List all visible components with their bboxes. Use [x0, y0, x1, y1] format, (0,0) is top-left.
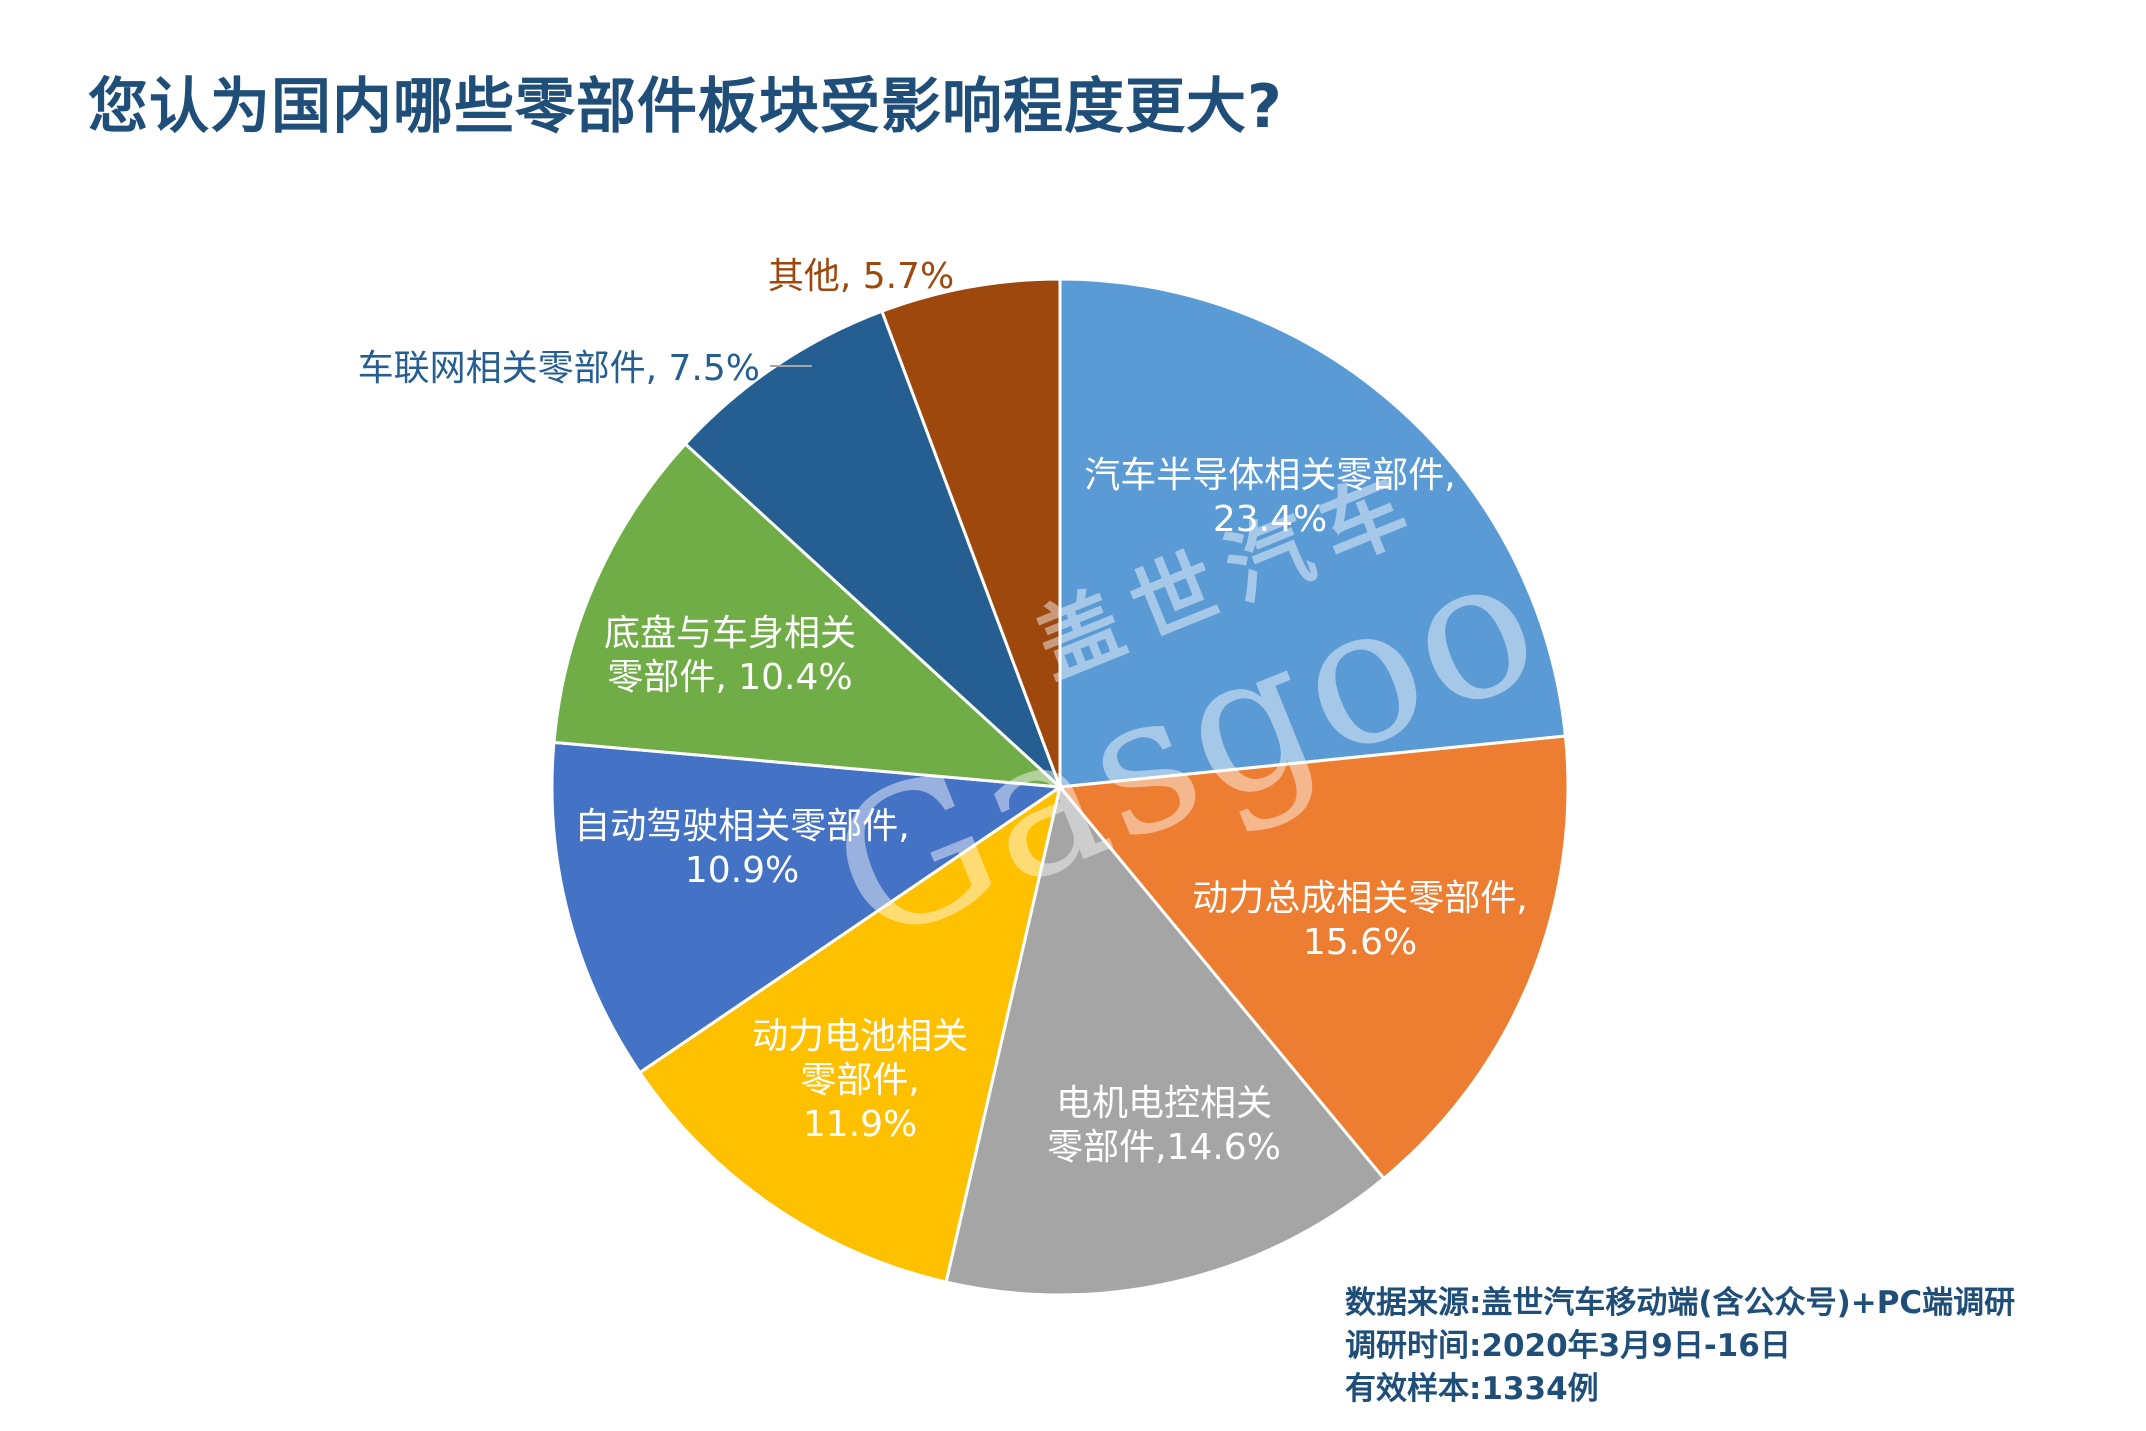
source-line-survey-time: 调研时间:2020年3月9日-16日: [1345, 1328, 1791, 1364]
chart-title: 您认为国内哪些零部件板块受影响程度更大?: [88, 72, 1283, 142]
source-line-sample-size: 有效样本:1334例: [1345, 1371, 1599, 1407]
pie-labels: 汽车半导体相关零部件, 23.4%动力总成相关零部件, 15.6%电机电控相关零部件…: [358, 256, 1528, 1168]
slice-label-2-line-1: 动力总成相关零部件,: [1192, 878, 1527, 919]
slice-label-8-line-1: 其他, 5.7%: [768, 256, 954, 297]
slice-label-5: 自动驾驶相关零部件, 10.9%: [574, 806, 909, 891]
slice-label-6: 底盘与车身相关零部件, 10.4%: [604, 613, 856, 698]
slice-label-3-line-1: 电机电控相关: [1056, 1083, 1272, 1124]
slice-label-1-line-2: 23.4%: [1213, 499, 1327, 540]
slice-label-5-line-2: 10.9%: [685, 850, 799, 891]
slice-label-1-line-1: 汽车半导体相关零部件,: [1084, 455, 1455, 496]
pie-slice-3: [944, 783, 1386, 1297]
slice-label-3: 电机电控相关零部件,14.6%: [1047, 1083, 1281, 1168]
pie-slices: [550, 277, 1570, 1297]
slice-label-6-line-1: 底盘与车身相关: [604, 613, 856, 654]
slice-label-3-line-2: 零部件,14.6%: [1047, 1127, 1281, 1168]
slice-label-7-line-1: 车联网相关零部件, 7.5%: [358, 348, 760, 389]
pie-slice-4: [637, 783, 1063, 1284]
slice-label-5-line-1: 自动驾驶相关零部件,: [574, 806, 909, 847]
source-line-data-origin: 数据来源:盖世汽车移动端(含公众号)+PC端调研: [1345, 1285, 2016, 1321]
slice-label-6-line-2: 零部件, 10.4%: [607, 657, 852, 698]
slice-label-1: 汽车半导体相关零部件, 23.4%: [1084, 455, 1455, 540]
slice-label-4-line-1: 动力电池相关: [752, 1016, 968, 1057]
pie-slice-6: [552, 441, 1065, 789]
slice-label-2-line-2: 15.6%: [1303, 922, 1417, 963]
slice-label-8: 其他, 5.7%: [768, 256, 954, 297]
pie-slice-2: [1057, 734, 1570, 1181]
pie-slice-5: [550, 740, 1065, 1075]
source-note: 数据来源:盖世汽车移动端(含公众号)+PC端调研 调研时间:2020年3月9日-…: [1345, 1282, 2015, 1411]
pie-slice-1: [1058, 277, 1568, 789]
slice-label-4: 动力电池相关零部件, 11.9%: [752, 1016, 968, 1145]
slice-label-4-line-2: 零部件,: [800, 1060, 919, 1101]
slice-label-4-line-3: 11.9%: [803, 1104, 917, 1145]
slice-label-2: 动力总成相关零部件, 15.6%: [1192, 878, 1527, 963]
pie-slice-8: [879, 277, 1062, 788]
slice-label-7: 车联网相关零部件, 7.5%: [358, 348, 760, 389]
